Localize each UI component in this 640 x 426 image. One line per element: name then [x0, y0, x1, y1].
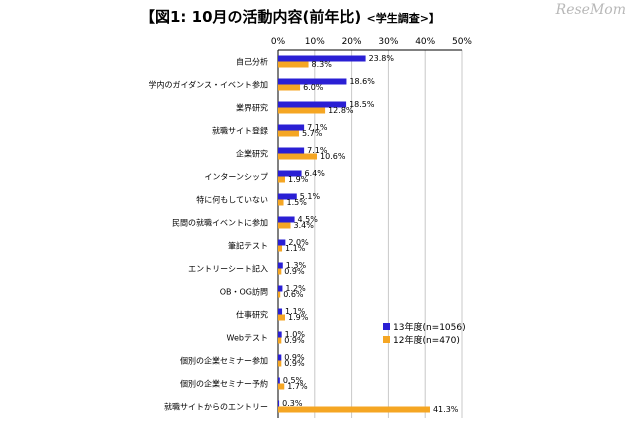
bar	[278, 216, 295, 223]
category-label: 仕事研究	[236, 310, 268, 320]
data-label: 0.9%	[284, 336, 305, 345]
bar	[278, 101, 347, 108]
data-label: 5.7%	[302, 129, 323, 138]
bar	[278, 130, 299, 137]
bar	[278, 400, 280, 407]
category-label: 個別の企業セミナー予約	[180, 379, 268, 389]
bar	[278, 147, 305, 154]
data-label: 0.6%	[283, 290, 304, 299]
x-tick-label: 40%	[415, 37, 435, 47]
legend-label: 13年度(n=1056)	[393, 321, 466, 333]
bar	[278, 153, 318, 160]
bar	[278, 360, 282, 367]
data-label: 7.1%	[307, 146, 328, 155]
bar	[278, 291, 281, 298]
data-label: 8.3%	[312, 60, 333, 69]
bar	[278, 337, 282, 344]
bar	[278, 176, 285, 183]
bar	[278, 170, 302, 177]
bar	[278, 222, 291, 229]
bar	[278, 55, 366, 62]
bar	[278, 124, 305, 131]
data-label: 3.4%	[294, 221, 315, 230]
watermark-logo: ReseMom	[555, 2, 626, 18]
bar	[278, 107, 326, 114]
data-label: 6.0%	[303, 83, 324, 92]
bar	[278, 383, 285, 390]
x-tick-label: 20%	[342, 37, 362, 47]
data-label: 12.8%	[328, 106, 354, 115]
data-label: 18.5%	[349, 100, 375, 109]
data-label: 2.0%	[288, 238, 309, 247]
category-label: エントリーシート記入	[188, 264, 268, 274]
x-tick-label: 10%	[305, 37, 325, 47]
data-label: 4.5%	[298, 215, 319, 224]
bar	[278, 193, 297, 200]
legend-swatch	[383, 323, 390, 330]
category-label: 民間の就職イベントに参加	[172, 218, 268, 228]
category-label: 業界研究	[236, 103, 268, 113]
data-label: 1.1%	[285, 307, 306, 316]
category-label: OB・OG訪問	[220, 287, 268, 297]
bar	[278, 78, 347, 85]
bar	[278, 84, 301, 91]
x-tick-label: 30%	[378, 37, 398, 47]
data-label: 7.1%	[307, 123, 328, 132]
bar	[278, 354, 282, 361]
bar	[278, 239, 286, 246]
category-label: Webテスト	[227, 334, 268, 343]
bar	[278, 308, 283, 315]
data-label: 1.1%	[285, 244, 306, 253]
data-label: 1.0%	[285, 330, 306, 339]
data-label: 1.5%	[287, 198, 308, 207]
bar	[278, 331, 282, 338]
data-label: 1.9%	[288, 175, 309, 184]
data-label: 0.3%	[282, 399, 303, 408]
data-label: 23.8%	[369, 54, 395, 63]
legend-label: 12年度(n=470)	[393, 334, 460, 346]
bar	[278, 285, 283, 292]
bar	[278, 268, 282, 275]
bar	[278, 61, 309, 68]
data-label: 41.3%	[433, 405, 459, 414]
category-label: 就職サイトからのエントリー	[164, 402, 268, 412]
data-label: 10.6%	[320, 152, 346, 161]
data-label: 1.9%	[288, 313, 309, 322]
category-label: インターンシップ	[204, 173, 268, 182]
bar	[278, 377, 280, 384]
data-label: 1.3%	[286, 261, 307, 270]
chart-title-main: 【図1: 10月の活動内容(前年比)	[140, 8, 362, 26]
legend-swatch	[383, 336, 390, 343]
x-tick-label: 0%	[271, 37, 286, 47]
bar	[278, 406, 430, 413]
bar	[278, 314, 285, 321]
chart-title-suffix: <学生調査>】	[366, 12, 440, 25]
category-label: 企業研究	[236, 149, 268, 159]
category-label: 筆記テスト	[228, 241, 268, 251]
category-label: 個別の企業セミナー参加	[180, 356, 268, 366]
category-label: 就職サイト登録	[212, 126, 268, 136]
bar	[278, 199, 284, 206]
data-label: 0.5%	[283, 376, 304, 385]
category-label: 学内のガイダンス・イベント参加	[148, 80, 268, 90]
chart-title: 【図1: 10月の活動内容(前年比) <学生調査>】	[140, 6, 440, 27]
category-label: 自己分析	[236, 57, 268, 67]
data-label: 0.9%	[284, 353, 305, 362]
data-label: 0.9%	[284, 267, 305, 276]
bar	[278, 245, 283, 252]
data-label: 5.1%	[300, 192, 321, 201]
data-label: 1.7%	[287, 382, 308, 391]
category-label: 特に何もしていない	[196, 195, 268, 205]
x-tick-label: 50%	[452, 37, 472, 47]
data-label: 6.4%	[305, 169, 326, 178]
data-label: 0.9%	[284, 359, 305, 368]
data-label: 18.6%	[349, 77, 375, 86]
data-label: 1.2%	[285, 284, 306, 293]
bar	[278, 262, 283, 269]
